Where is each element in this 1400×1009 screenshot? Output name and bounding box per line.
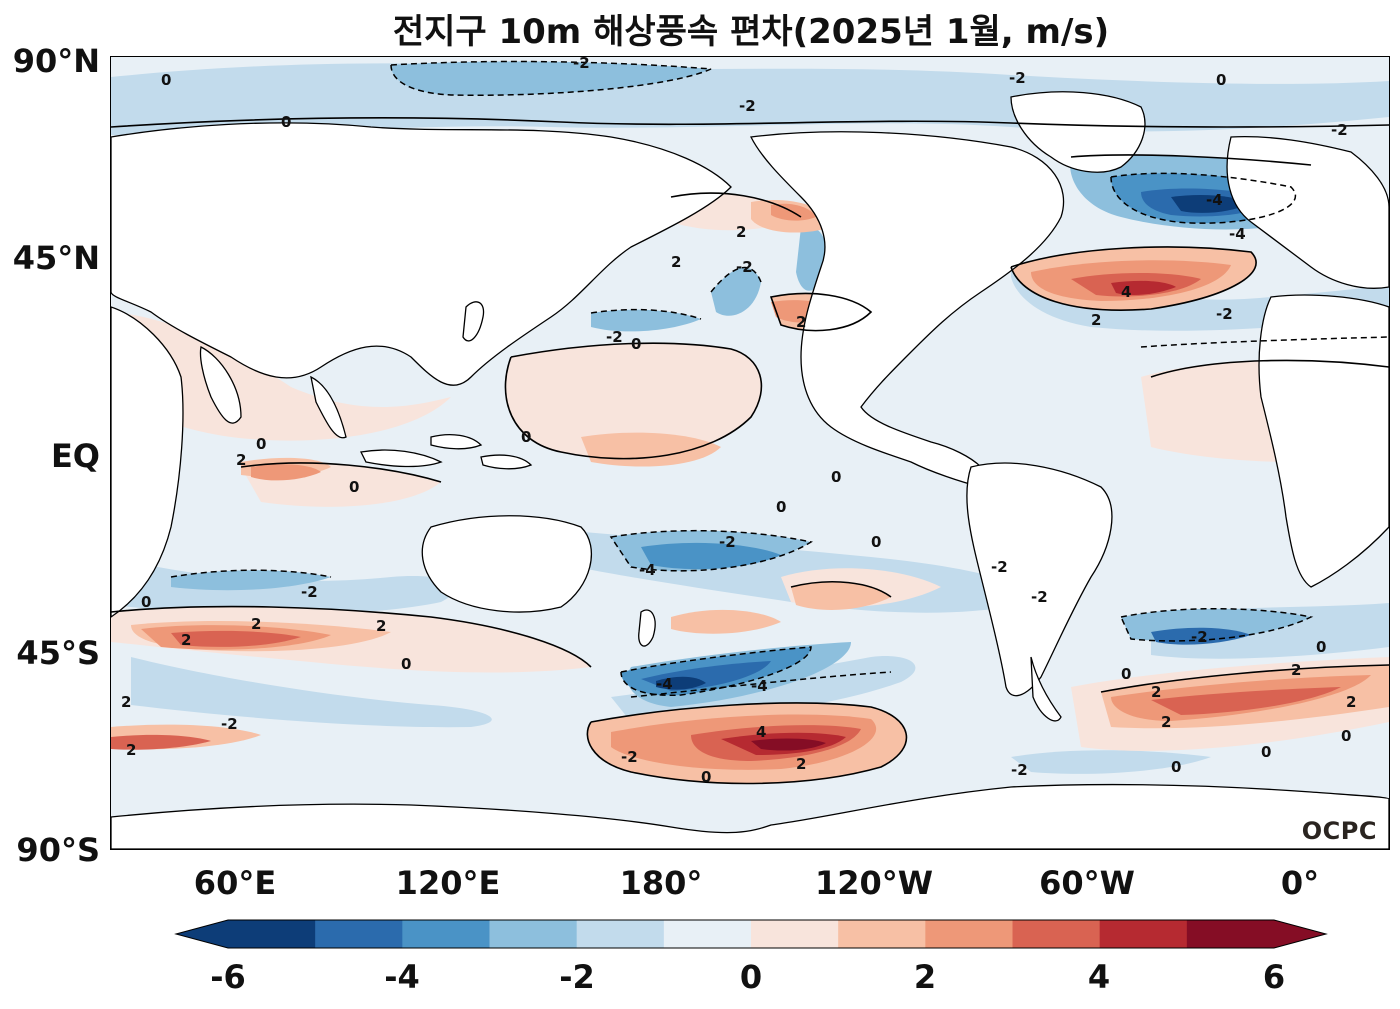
colorbar-tick-label: 0 [739, 958, 763, 996]
contour-label: 2 [251, 615, 261, 633]
contour-label: 2 [1151, 683, 1161, 701]
colorbar-extend-max [1274, 920, 1326, 948]
contour-label: 0 [521, 428, 531, 446]
colorbar-segment [228, 920, 316, 948]
contour-label: -2 [1216, 305, 1233, 323]
contour-label: 0 [1341, 727, 1351, 745]
colorbar-segment [1186, 920, 1275, 948]
contour-label: 0 [141, 593, 151, 611]
contour-label: -2 [1009, 69, 1026, 87]
contour-label: 0 [1216, 71, 1226, 89]
colorbar-segment [663, 920, 752, 948]
ocpc-logo: OCPC [1301, 817, 1377, 845]
colorbar-extend-min [176, 920, 228, 948]
contour-label: -2 [606, 328, 623, 346]
colorbar-segment [402, 920, 490, 948]
anomaly-fill-strong-positive [111, 203, 1371, 770]
contour-label: -2 [736, 258, 753, 276]
contour-label: 2 [1091, 311, 1101, 329]
contour-label: -2 [573, 57, 590, 72]
contour-label: 2 [126, 741, 136, 759]
contour-label: 2 [1346, 693, 1356, 711]
contour-labels: -2 -2 -2 0 0 0 -4 -4 -2 4 2 -2 0 -2 2 2 … [121, 57, 1356, 786]
contour-label: -4 [1206, 191, 1223, 209]
lat-label-45s: 45°S [16, 634, 100, 672]
contour-label: 2 [181, 631, 191, 649]
contour-lines [111, 117, 1389, 785]
contour-label: -2 [221, 715, 238, 733]
contour-label: 2 [671, 253, 681, 271]
contour-label: -2 [1031, 588, 1048, 606]
colorbar-segment [1099, 920, 1188, 948]
contour-label: 2 [796, 313, 806, 331]
map-title: 전지구 10m 해상풍속 편차(2025년 1월, m/s) [392, 12, 1110, 52]
contour-label: 2 [121, 693, 131, 711]
colorbar [174, 919, 1328, 949]
contour-label: 4 [756, 723, 766, 741]
lon-label-120w: 120°W [814, 864, 934, 902]
contour-label: 0 [1316, 638, 1326, 656]
contour-label: 0 [1121, 665, 1131, 683]
colorbar-tick-label: -2 [559, 958, 595, 996]
contour-label: 0 [401, 655, 411, 673]
contour-label: 2 [1291, 661, 1301, 679]
colorbar-segment [1012, 920, 1101, 948]
lat-label-eq: EQ [50, 437, 100, 475]
contour-label: 2 [236, 451, 246, 469]
lon-label-60e: 60°E [193, 864, 277, 902]
wind-anomaly-map: -2 -2 -2 0 0 0 -4 -4 -2 4 2 -2 0 -2 2 2 … [111, 57, 1389, 849]
colorbar-segment [751, 920, 839, 948]
colorbar-tick-label: 2 [913, 958, 937, 996]
contour-label: 0 [161, 71, 171, 89]
colorbar-tick-label: 4 [1087, 958, 1111, 996]
lon-label-60w: 60°W [1039, 864, 1135, 902]
contour-label: -2 [739, 97, 756, 115]
contour-label: -4 [639, 561, 656, 579]
contour-label: -4 [751, 677, 768, 695]
contour-label: -2 [301, 583, 318, 601]
lon-label-120e: 120°E [395, 864, 501, 902]
contour-label: -4 [656, 675, 673, 693]
contour-label: 0 [349, 478, 359, 496]
lon-label-0: 0° [1280, 864, 1320, 902]
colorbar-segment [925, 920, 1013, 948]
contour-label: -2 [1011, 761, 1028, 779]
contour-label: 4 [1121, 283, 1131, 301]
colorbar-tick-label: 6 [1262, 958, 1286, 996]
lon-label-180: 180° [619, 864, 703, 902]
contour-lines-negative [170, 60, 1389, 698]
contour-label: 0 [1171, 758, 1181, 776]
contour-label: 0 [631, 335, 641, 353]
contour-label: 0 [281, 113, 291, 131]
contour-label: -2 [1191, 628, 1208, 646]
contour-label: 0 [871, 533, 881, 551]
contour-label: -2 [1331, 121, 1348, 139]
lat-label-45n: 45°N [12, 239, 100, 277]
land-masses [111, 91, 1389, 849]
contour-label: -2 [991, 558, 1008, 576]
map-panel: -2 -2 -2 0 0 0 -4 -4 -2 4 2 -2 0 -2 2 2 … [110, 56, 1390, 850]
colorbar-tick-label: -4 [384, 958, 420, 996]
contour-label: 2 [376, 617, 386, 635]
contour-label: -2 [621, 748, 638, 766]
colorbar-segment [576, 920, 665, 948]
contour-label: 0 [1261, 743, 1271, 761]
lat-label-90s: 90°S [16, 831, 100, 869]
contour-label: 2 [796, 755, 806, 773]
contour-label: -4 [1229, 225, 1246, 243]
colorbar-outline [174, 919, 1328, 949]
colorbar-segment [838, 920, 926, 948]
contour-label: 0 [831, 468, 841, 486]
colorbar-segment [315, 920, 403, 948]
contour-label: 0 [701, 768, 711, 786]
contour-label: 0 [256, 435, 266, 453]
colorbar-tick-label: -6 [210, 958, 246, 996]
contour-label: 2 [1161, 713, 1171, 731]
lat-label-90n: 90°N [12, 42, 100, 80]
colorbar-segments [174, 919, 1328, 949]
contour-label: 0 [776, 498, 786, 516]
colorbar-segment [489, 920, 578, 948]
contour-label: 2 [736, 223, 746, 241]
contour-label: -2 [719, 533, 736, 551]
